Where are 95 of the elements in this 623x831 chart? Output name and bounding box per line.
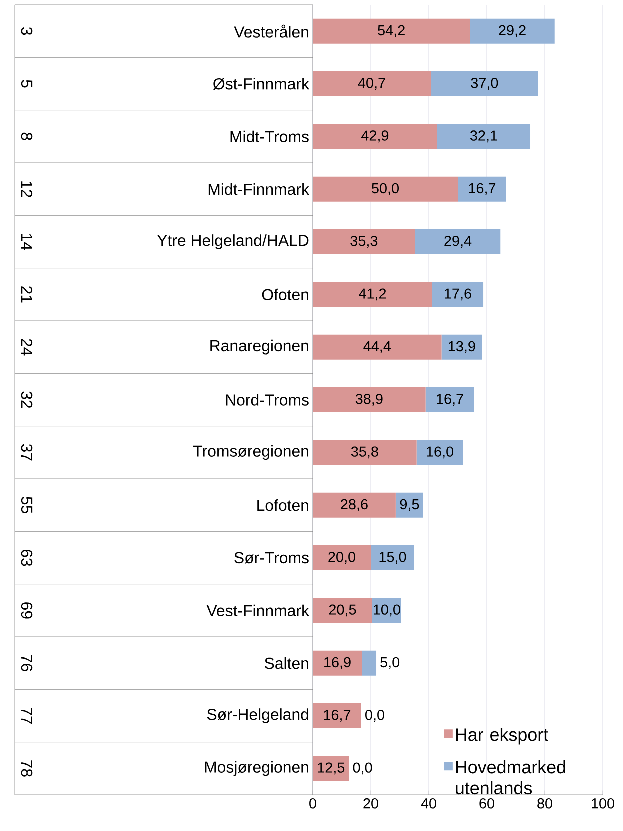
text: 24 [21, 339, 33, 356]
bar [313, 176, 458, 202]
y-tick-label: Mosjøregionen [205, 761, 308, 776]
data-label: 32,1 [470, 130, 498, 143]
x-tick-label: 60 [480, 798, 494, 809]
bar [313, 282, 432, 308]
data-label: 29,4 [444, 236, 472, 248]
data-label: 0,0 [353, 762, 372, 775]
bar [458, 176, 506, 202]
text: 8 [21, 132, 33, 140]
text: 3 [21, 27, 33, 36]
text: 78 [21, 760, 33, 777]
data-label: 50,0 [372, 183, 399, 196]
bar [313, 492, 396, 518]
data-label: 10,0 [374, 604, 400, 617]
y-tick-label: Sør-Troms [234, 552, 309, 564]
data-label: 44,4 [364, 341, 392, 354]
data-label: 16,0 [427, 446, 454, 459]
y-tick-label: Vesterålen [234, 24, 308, 38]
data-label: 16,7 [469, 183, 496, 196]
text: 77 [22, 708, 32, 724]
data-label: 38,9 [356, 394, 383, 406]
data-label: 28,6 [341, 499, 368, 512]
data-label: 16,7 [437, 394, 464, 406]
bar [470, 18, 555, 44]
y-tick-label: Ranaregionen [210, 340, 308, 355]
data-label: 35,3 [350, 236, 378, 248]
bar [416, 440, 464, 466]
legend-label: Hovedmarked utenlands [456, 760, 566, 795]
data-label: 16,7 [324, 710, 351, 722]
bar [313, 756, 350, 782]
y-tick-label: Salten [265, 657, 308, 670]
text: 37 [21, 444, 33, 461]
bar [313, 704, 362, 729]
data-label: 16,9 [324, 657, 351, 670]
data-label: 13,9 [448, 341, 476, 354]
y-tick-label: Lofoten [258, 500, 308, 512]
text: 12 [21, 182, 33, 198]
data-label: 0,0 [366, 710, 384, 722]
data-label: 54,2 [378, 25, 405, 38]
y-tick-label: Nord-Troms [226, 394, 309, 406]
text: 5 [21, 80, 33, 88]
text: 76 [21, 655, 33, 672]
y-tick-label: Ofoten [262, 288, 308, 301]
data-label: 35,8 [351, 446, 378, 459]
bar [437, 124, 531, 150]
data-label: 12,5 [318, 762, 345, 775]
data-label: 41,2 [359, 288, 386, 301]
x-tick-label: 40 [421, 798, 436, 809]
y-tick-label: Midt-Finnmark [208, 183, 310, 196]
bar [415, 230, 501, 255]
data-label: 5,0 [380, 657, 400, 670]
data-label: 9,5 [400, 499, 420, 512]
bar [396, 492, 424, 518]
text: 32 [21, 392, 33, 408]
y-tick-label: Øst-Finnmark [213, 78, 310, 90]
data-label: 15,0 [380, 552, 406, 564]
data-label: 17,6 [445, 288, 472, 301]
data-label: 20,5 [329, 604, 356, 617]
data-label: 37,0 [471, 78, 498, 90]
x-tick-label: 20 [364, 798, 378, 809]
y-tick-label: Vest-Finnmark [206, 604, 310, 617]
bar [431, 72, 538, 97]
bar [371, 546, 415, 571]
text: 55 [21, 497, 33, 514]
data-label: 42,9 [361, 130, 389, 143]
x-tick-label: 80 [538, 798, 552, 809]
y-tick-label: Tromsøregionen [193, 445, 308, 460]
bar [313, 440, 417, 466]
text: 63 [21, 550, 33, 566]
bar [442, 334, 482, 360]
bar [432, 282, 484, 308]
data-label: 20,0 [328, 552, 356, 564]
y-tick-label: Ytre Helgeland/HALD [157, 234, 309, 250]
legend-label: Har eksport [456, 728, 548, 745]
bar [313, 650, 362, 676]
x-tick-label: 100 [592, 798, 614, 809]
x-tick-label: 0 [310, 798, 316, 809]
bar [426, 388, 474, 413]
bar [362, 650, 377, 676]
bar [313, 388, 426, 413]
y-tick-label: Sør-Helgeland [207, 708, 308, 724]
text: 14 [22, 234, 32, 250]
bar [313, 598, 372, 624]
text: 21 [21, 286, 33, 303]
y-tick-label: Midt-Troms [230, 130, 309, 143]
bar [313, 546, 372, 571]
bar [313, 18, 470, 44]
data-label: 40,7 [358, 78, 386, 90]
bar [313, 230, 416, 255]
data-label: 29,2 [499, 25, 526, 38]
bar [313, 72, 432, 97]
text: 69 [21, 602, 33, 619]
bar [313, 124, 438, 150]
bar [313, 334, 442, 360]
